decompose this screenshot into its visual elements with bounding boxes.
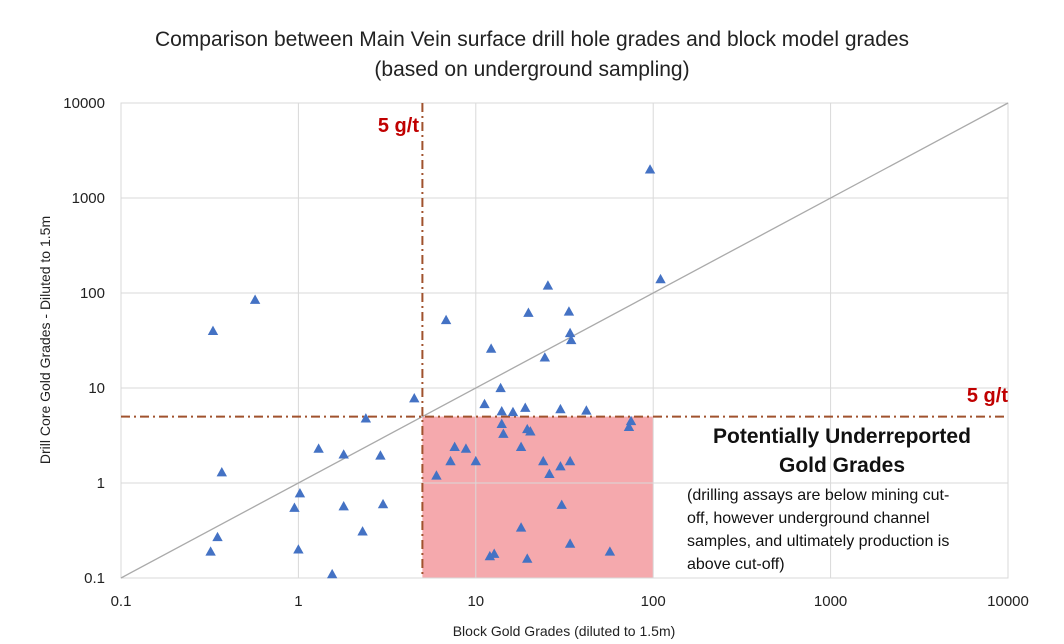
data-point-51 — [581, 405, 592, 415]
annotation-body-line-1: (drilling assays are below mining cut- — [687, 487, 949, 504]
y-tick-label-1: 1 — [97, 475, 105, 492]
annotation-body-line-3: samples, and ultimately production is — [687, 533, 949, 550]
data-point-45 — [556, 499, 567, 509]
highlight-region — [422, 416, 654, 578]
x-tick-label-1: 1 — [294, 593, 302, 610]
data-point-18 — [431, 470, 442, 480]
data-point-13 — [357, 526, 368, 536]
data-point-38 — [522, 553, 533, 563]
reference-line-layer — [120, 102, 1009, 579]
data-point-12 — [360, 413, 372, 423]
data-point-39 — [538, 455, 549, 466]
highlight-region-layer — [422, 416, 654, 578]
y-tick-label-4: 1000 — [72, 190, 105, 207]
data-point-50 — [564, 538, 576, 548]
x-tick-label-3: 100 — [641, 593, 666, 610]
data-point-33 — [515, 522, 527, 532]
x-axis-label: Block Gold Grades (diluted to 1.5m) — [453, 623, 676, 639]
data-point-8 — [326, 568, 338, 579]
annotation-title-line-1: Potentially Underreported — [713, 425, 971, 448]
y-tick-label-3: 100 — [80, 285, 105, 302]
data-point-6 — [294, 488, 306, 498]
annotation-body-line-4: above cut-off) — [687, 556, 785, 573]
data-point-7 — [293, 544, 304, 554]
data-point-54 — [625, 415, 637, 426]
data-point-55 — [644, 164, 656, 174]
data-point-26 — [489, 548, 500, 558]
data-point-53 — [623, 421, 635, 432]
data-point-2 — [216, 466, 227, 477]
data-point-48 — [566, 334, 577, 345]
data-points-layer — [205, 164, 666, 579]
x-tick-label-5: 10000 — [987, 593, 1029, 610]
x-tick-label-0: 0.1 — [111, 593, 132, 610]
data-point-40 — [539, 352, 551, 362]
data-point-41 — [542, 280, 554, 290]
data-point-34 — [520, 402, 531, 412]
data-point-23 — [479, 398, 490, 409]
cutoff-lines-layer — [121, 103, 1008, 578]
data-point-21 — [460, 443, 472, 453]
data-point-29 — [496, 418, 507, 428]
data-point-37 — [525, 426, 536, 436]
data-point-19 — [445, 455, 456, 466]
y-axis-label: Drill Core Gold Grades - Diluted to 1.5m — [37, 216, 53, 464]
data-point-0 — [207, 325, 219, 335]
data-point-9 — [313, 443, 324, 453]
chart-title-line-1: Comparison between Main Vein surface dri… — [155, 28, 909, 51]
data-point-44 — [555, 461, 566, 471]
plot-border — [120, 102, 1009, 579]
data-point-28 — [496, 405, 507, 416]
data-point-31 — [507, 406, 519, 417]
data-point-10 — [338, 449, 349, 459]
data-point-35 — [523, 307, 534, 317]
data-point-32 — [515, 441, 527, 452]
x-tick-label-4: 1000 — [814, 593, 847, 610]
data-point-11 — [338, 500, 349, 511]
chart-title-line-2: (based on underground sampling) — [374, 58, 689, 81]
y-tick-label-0: 0.1 — [84, 570, 105, 587]
annotation: Potentially Underreported Gold Grades (d… — [687, 425, 971, 573]
annotation-title-line-2: Gold Grades — [779, 454, 905, 477]
data-point-1 — [249, 294, 261, 304]
y-tick-label-5: 10000 — [63, 95, 105, 112]
data-point-30 — [498, 428, 509, 438]
x-tick-label-2: 10 — [467, 593, 484, 610]
data-point-56 — [655, 273, 666, 284]
data-point-47 — [564, 327, 576, 338]
data-point-20 — [449, 441, 460, 452]
y-cutoff-label: 5 g/t — [967, 385, 1008, 407]
data-point-25 — [484, 550, 496, 561]
data-point-49 — [564, 455, 576, 466]
data-point-16 — [409, 393, 420, 403]
data-point-43 — [555, 403, 566, 414]
grid-layer — [120, 102, 1009, 579]
data-point-4 — [205, 546, 216, 556]
data-point-52 — [604, 546, 616, 556]
data-point-17 — [440, 314, 452, 325]
tick-labels-layer: 0.1 1 10 100 1000 10000 0.1 1 10 100 1000 10000 — [63, 95, 1029, 610]
data-point-42 — [544, 468, 555, 478]
one-to-one-line — [120, 102, 1009, 579]
y-tick-label-2: 10 — [88, 380, 105, 397]
data-point-14 — [375, 450, 386, 460]
x-cutoff-label: 5 g/t — [378, 115, 419, 137]
annotation-body-line-2: off, however underground channel — [687, 510, 930, 527]
data-point-46 — [563, 306, 575, 316]
data-point-3 — [212, 531, 223, 542]
data-point-5 — [289, 502, 300, 512]
data-point-22 — [470, 455, 481, 466]
data-point-27 — [495, 382, 506, 393]
data-point-15 — [377, 498, 389, 509]
data-point-24 — [485, 343, 497, 353]
